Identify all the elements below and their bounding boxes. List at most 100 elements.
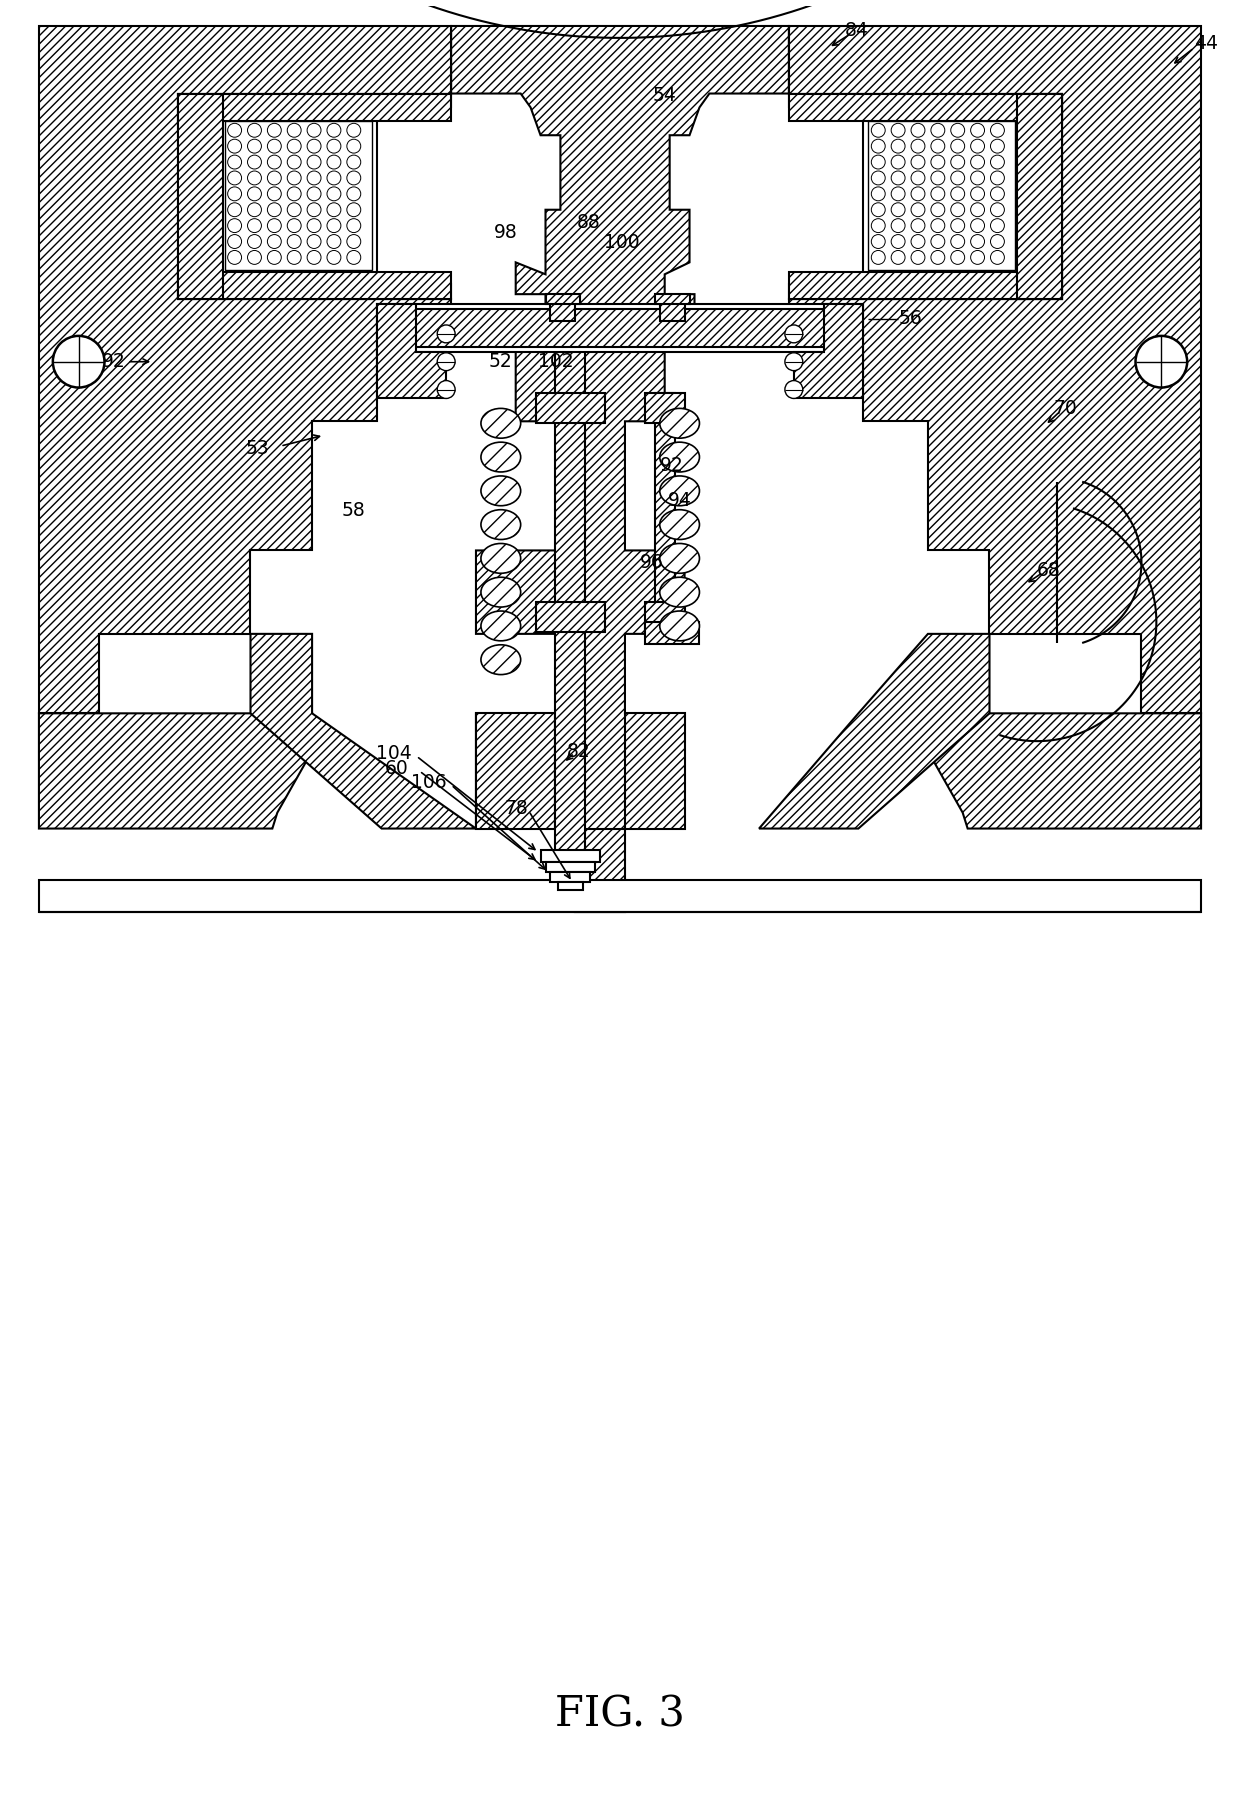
Circle shape bbox=[991, 155, 1004, 169]
Ellipse shape bbox=[481, 611, 521, 640]
Circle shape bbox=[931, 124, 945, 136]
Text: 102: 102 bbox=[538, 353, 573, 371]
Text: 56: 56 bbox=[898, 309, 921, 329]
Circle shape bbox=[785, 380, 802, 398]
Ellipse shape bbox=[660, 544, 699, 573]
Circle shape bbox=[347, 235, 361, 249]
Bar bbox=[655, 393, 675, 631]
Polygon shape bbox=[38, 25, 451, 713]
Circle shape bbox=[248, 187, 262, 200]
Text: 92: 92 bbox=[102, 353, 125, 371]
Polygon shape bbox=[179, 93, 451, 298]
Circle shape bbox=[785, 353, 802, 371]
Circle shape bbox=[248, 251, 262, 264]
Circle shape bbox=[991, 187, 1004, 200]
Circle shape bbox=[931, 235, 945, 249]
Circle shape bbox=[971, 187, 985, 200]
Circle shape bbox=[308, 171, 321, 186]
Polygon shape bbox=[789, 93, 1061, 298]
Circle shape bbox=[228, 251, 242, 264]
Circle shape bbox=[327, 187, 341, 200]
Circle shape bbox=[951, 187, 965, 200]
Ellipse shape bbox=[481, 509, 521, 540]
Polygon shape bbox=[759, 633, 990, 828]
Circle shape bbox=[248, 202, 262, 216]
Bar bbox=[546, 862, 595, 873]
Text: 96: 96 bbox=[640, 553, 663, 571]
Bar bbox=[645, 393, 684, 424]
Circle shape bbox=[991, 202, 1004, 216]
Circle shape bbox=[308, 187, 321, 200]
Ellipse shape bbox=[481, 644, 521, 675]
Ellipse shape bbox=[660, 477, 699, 506]
Ellipse shape bbox=[481, 409, 521, 438]
Circle shape bbox=[327, 202, 341, 216]
Circle shape bbox=[931, 187, 945, 200]
Circle shape bbox=[438, 353, 455, 371]
Circle shape bbox=[971, 155, 985, 169]
Circle shape bbox=[288, 251, 301, 264]
Bar bbox=[179, 273, 451, 298]
Polygon shape bbox=[377, 304, 446, 398]
Circle shape bbox=[308, 202, 321, 216]
Circle shape bbox=[268, 140, 281, 153]
Circle shape bbox=[951, 124, 965, 136]
Circle shape bbox=[308, 124, 321, 136]
Ellipse shape bbox=[660, 577, 699, 608]
Circle shape bbox=[268, 235, 281, 249]
Circle shape bbox=[288, 155, 301, 169]
Bar bbox=[558, 882, 583, 889]
Ellipse shape bbox=[481, 577, 521, 608]
Circle shape bbox=[248, 235, 262, 249]
Polygon shape bbox=[476, 713, 684, 911]
Circle shape bbox=[872, 187, 885, 200]
Circle shape bbox=[288, 140, 301, 153]
Circle shape bbox=[288, 171, 301, 186]
Circle shape bbox=[327, 171, 341, 186]
Circle shape bbox=[872, 171, 885, 186]
Text: 53: 53 bbox=[246, 438, 269, 458]
Polygon shape bbox=[928, 713, 1202, 828]
Circle shape bbox=[911, 251, 925, 264]
Bar bbox=[551, 298, 575, 320]
Text: 106: 106 bbox=[412, 773, 448, 793]
Circle shape bbox=[872, 218, 885, 233]
Polygon shape bbox=[451, 25, 789, 911]
Circle shape bbox=[248, 140, 262, 153]
Circle shape bbox=[347, 187, 361, 200]
Text: 60: 60 bbox=[384, 760, 408, 779]
Circle shape bbox=[288, 202, 301, 216]
Bar bbox=[660, 298, 684, 320]
Circle shape bbox=[288, 187, 301, 200]
Circle shape bbox=[228, 235, 242, 249]
Polygon shape bbox=[250, 633, 476, 828]
Circle shape bbox=[347, 218, 361, 233]
Circle shape bbox=[951, 155, 965, 169]
Circle shape bbox=[911, 187, 925, 200]
Circle shape bbox=[268, 171, 281, 186]
Bar bbox=[179, 93, 451, 122]
Circle shape bbox=[248, 155, 262, 169]
Circle shape bbox=[308, 235, 321, 249]
Circle shape bbox=[872, 124, 885, 136]
Circle shape bbox=[327, 218, 341, 233]
Circle shape bbox=[288, 235, 301, 249]
Circle shape bbox=[1136, 337, 1187, 387]
Circle shape bbox=[228, 202, 242, 216]
Circle shape bbox=[347, 140, 361, 153]
Circle shape bbox=[347, 202, 361, 216]
Ellipse shape bbox=[481, 477, 521, 506]
Text: 104: 104 bbox=[376, 744, 412, 762]
Circle shape bbox=[931, 140, 945, 153]
Bar bbox=[224, 122, 372, 271]
Circle shape bbox=[971, 251, 985, 264]
Bar bbox=[546, 295, 580, 304]
Text: FIG. 3: FIG. 3 bbox=[556, 1693, 684, 1735]
Text: 84: 84 bbox=[844, 22, 868, 40]
Circle shape bbox=[911, 202, 925, 216]
Circle shape bbox=[327, 140, 341, 153]
Circle shape bbox=[951, 218, 965, 233]
Circle shape bbox=[327, 155, 341, 169]
Circle shape bbox=[327, 235, 341, 249]
Ellipse shape bbox=[660, 509, 699, 540]
